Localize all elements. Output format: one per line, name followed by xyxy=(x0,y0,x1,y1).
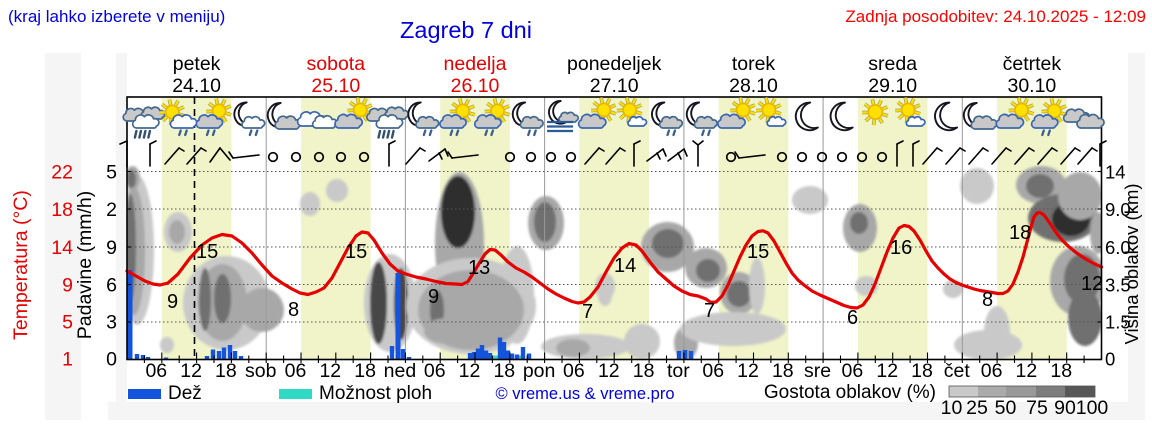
svg-text:sob: sob xyxy=(245,360,277,382)
svg-text:12: 12 xyxy=(737,360,759,382)
svg-text:12: 12 xyxy=(180,360,202,382)
svg-text:Temperatura (°C): Temperatura (°C) xyxy=(10,190,32,340)
svg-text:6.0: 6.0 xyxy=(1105,237,1131,258)
svg-text:18: 18 xyxy=(215,360,237,382)
svg-text:06: 06 xyxy=(842,360,864,382)
svg-text:9: 9 xyxy=(106,237,117,259)
svg-text:čet: čet xyxy=(944,360,971,382)
svg-text:četrtek: četrtek xyxy=(1003,53,1062,75)
svg-text:14: 14 xyxy=(614,255,636,277)
svg-text:pon: pon xyxy=(523,360,556,382)
svg-text:9: 9 xyxy=(428,286,439,308)
svg-text:sre: sre xyxy=(804,360,831,382)
svg-text:06: 06 xyxy=(285,360,307,382)
svg-text:16: 16 xyxy=(890,237,912,259)
svg-text:5: 5 xyxy=(106,162,117,184)
svg-text:18: 18 xyxy=(1050,360,1072,382)
svg-text:27.10: 27.10 xyxy=(590,75,639,97)
svg-text:ned: ned xyxy=(384,360,417,382)
svg-text:Zadnja posodobitev: 24.10.2025: Zadnja posodobitev: 24.10.2025 - 12:09 xyxy=(845,7,1146,26)
svg-text:22: 22 xyxy=(51,162,73,184)
svg-text:3.5: 3.5 xyxy=(1105,275,1131,296)
svg-text:1.5: 1.5 xyxy=(1105,312,1131,333)
svg-text:25.10: 25.10 xyxy=(311,75,360,97)
svg-text:29.10: 29.10 xyxy=(868,75,917,97)
svg-text:12: 12 xyxy=(876,360,898,382)
svg-text:6: 6 xyxy=(847,307,858,329)
svg-text:06: 06 xyxy=(145,360,167,382)
svg-text:Dež: Dež xyxy=(168,383,202,404)
svg-text:8: 8 xyxy=(288,299,299,321)
svg-text:9: 9 xyxy=(167,291,178,313)
svg-text:0: 0 xyxy=(106,349,117,371)
svg-text:0: 0 xyxy=(1105,349,1115,370)
svg-text:© vreme.us & vreme.pro: © vreme.us & vreme.pro xyxy=(495,385,674,403)
svg-text:tor: tor xyxy=(667,360,690,382)
svg-text:Višina oblakov (km): Višina oblakov (km) xyxy=(1121,183,1142,344)
svg-text:3: 3 xyxy=(106,312,117,334)
svg-text:5: 5 xyxy=(62,312,73,334)
svg-text:90: 90 xyxy=(1054,397,1076,419)
svg-text:12: 12 xyxy=(1016,360,1038,382)
svg-text:18: 18 xyxy=(354,360,376,382)
svg-text:28.10: 28.10 xyxy=(729,75,778,97)
svg-text:2: 2 xyxy=(106,199,117,221)
svg-text:30.10: 30.10 xyxy=(1007,75,1056,97)
svg-text:15: 15 xyxy=(345,241,367,263)
svg-text:(kraj lahko izberete v meniju): (kraj lahko izberete v meniju) xyxy=(8,7,225,26)
svg-text:12: 12 xyxy=(319,360,341,382)
svg-text:100: 100 xyxy=(1076,397,1109,419)
svg-text:Padavine (mm/h): Padavine (mm/h) xyxy=(74,191,96,339)
svg-text:18: 18 xyxy=(1009,222,1031,244)
svg-text:sobota: sobota xyxy=(307,53,366,75)
svg-text:7: 7 xyxy=(582,301,593,323)
svg-text:14: 14 xyxy=(51,237,73,259)
svg-text:18: 18 xyxy=(911,360,933,382)
svg-text:13: 13 xyxy=(468,257,490,279)
svg-text:12: 12 xyxy=(1081,273,1103,295)
svg-text:12: 12 xyxy=(598,360,620,382)
svg-text:06: 06 xyxy=(563,360,585,382)
svg-text:Možnost ploh: Možnost ploh xyxy=(319,383,432,404)
svg-text:50: 50 xyxy=(995,397,1017,419)
svg-text:9: 9 xyxy=(62,275,73,297)
svg-text:25: 25 xyxy=(966,397,988,419)
svg-text:26.10: 26.10 xyxy=(451,75,500,97)
svg-text:Zagreb 7 dni: Zagreb 7 dni xyxy=(400,17,532,43)
svg-text:9.0: 9.0 xyxy=(1105,199,1131,220)
svg-text:14: 14 xyxy=(1105,162,1126,183)
svg-text:torek: torek xyxy=(732,53,776,75)
svg-text:6: 6 xyxy=(106,275,117,297)
svg-text:15: 15 xyxy=(196,241,218,263)
svg-text:06: 06 xyxy=(702,360,724,382)
svg-text:12: 12 xyxy=(459,360,481,382)
svg-text:10: 10 xyxy=(941,397,963,419)
svg-text:75: 75 xyxy=(1026,397,1048,419)
svg-text:18: 18 xyxy=(633,360,655,382)
svg-text:8: 8 xyxy=(982,289,993,311)
svg-text:1: 1 xyxy=(62,349,73,371)
svg-text:18: 18 xyxy=(772,360,794,382)
svg-text:06: 06 xyxy=(424,360,446,382)
svg-text:petek: petek xyxy=(173,53,221,75)
svg-text:18: 18 xyxy=(51,199,73,221)
svg-text:ponedeljek: ponedeljek xyxy=(567,53,662,75)
svg-text:15: 15 xyxy=(747,241,769,263)
svg-text:7: 7 xyxy=(704,300,715,322)
svg-text:nedelja: nedelja xyxy=(444,53,507,75)
svg-text:Gostota oblakov (%): Gostota oblakov (%) xyxy=(764,382,936,403)
svg-text:sreda: sreda xyxy=(868,53,917,75)
svg-text:24.10: 24.10 xyxy=(172,75,221,97)
svg-text:06: 06 xyxy=(981,360,1003,382)
svg-text:18: 18 xyxy=(493,360,515,382)
